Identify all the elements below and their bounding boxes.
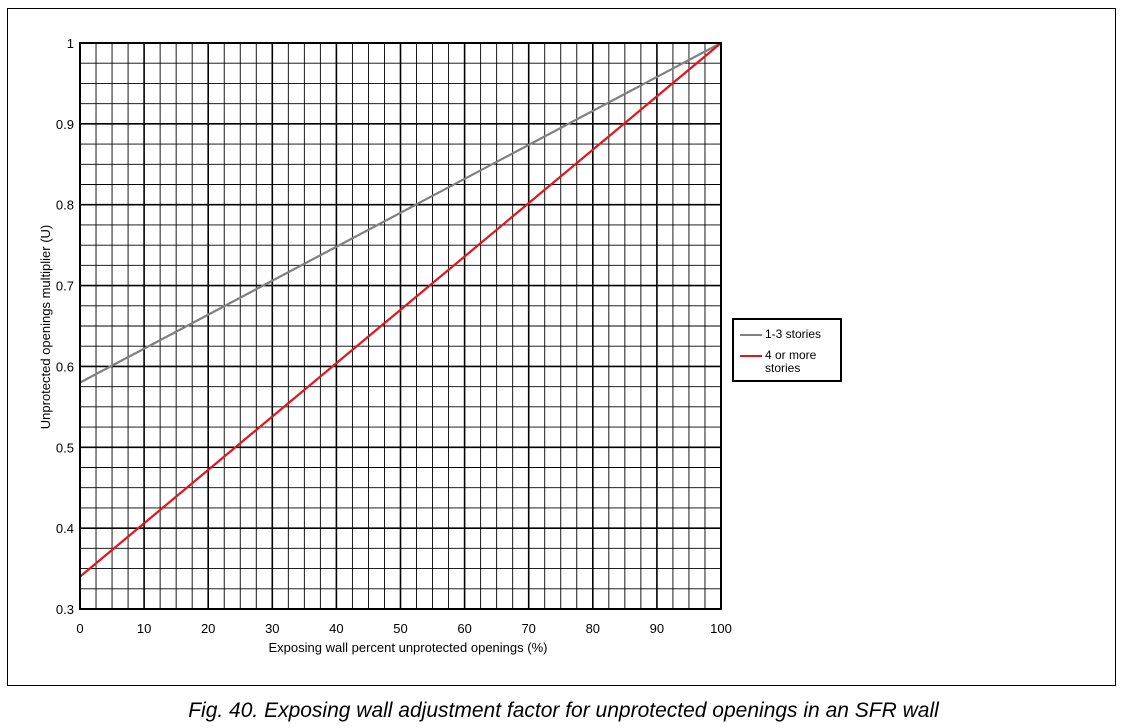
- x-tick-label: 90: [650, 621, 664, 636]
- plot-border: [79, 42, 722, 610]
- legend: 1-3 stories 4 or more stories: [732, 318, 842, 382]
- legend-item-1-3-stories: 1-3 stories: [740, 328, 835, 341]
- x-tick-label: 20: [201, 621, 215, 636]
- y-tick-label: 0.4: [56, 521, 74, 536]
- series-line-4-or-more-stories: [79, 42, 722, 578]
- y-axis-label: Unprotected openings multiplier (U): [38, 225, 53, 429]
- x-tick-label: 10: [137, 621, 151, 636]
- legend-swatch-1-3-stories: [740, 334, 762, 336]
- y-tick-label: 0.3: [56, 602, 74, 617]
- x-tick-label: 30: [265, 621, 279, 636]
- series-line-1-3-stories: [79, 42, 722, 384]
- x-tick-label: 100: [710, 621, 732, 636]
- chart: 0 10 20 30 40 50 60 70 80 90 100 0.30.40.50.60.70.…: [38, 36, 732, 655]
- y-tick-label: 0.6: [56, 359, 74, 374]
- x-axis-label: Exposing wall percent unprotected openin…: [269, 640, 548, 655]
- legend-swatch-4-or-more-stories: [740, 355, 762, 357]
- x-tick-label: 70: [521, 621, 535, 636]
- y-tick-label: 1: [67, 36, 74, 51]
- x-tick-label: 50: [393, 621, 407, 636]
- y-tick-label: 0.8: [56, 198, 74, 213]
- series-lines: [79, 42, 722, 578]
- y-tick-label: 0.7: [56, 279, 74, 294]
- x-tick-label: 40: [329, 621, 343, 636]
- y-tick-label: 0.5: [56, 440, 74, 455]
- x-tick-label: 0: [76, 621, 83, 636]
- legend-label-1-3-stories: 1-3 stories: [765, 327, 822, 341]
- y-tick-labels: 0.3 0.4 0.5 0.6 0.7 0.8 0.9 1: [56, 36, 74, 617]
- legend-label-4-or-more-stories: 4 or more stories: [765, 348, 817, 375]
- figure-caption: Fig. 40. Exposing wall adjustment factor…: [188, 699, 939, 722]
- x-tick-label: 80: [586, 621, 600, 636]
- legend-item-4-or-more-stories: 4 or more stories: [740, 349, 835, 375]
- y-tick-label: 0.9: [56, 117, 74, 132]
- x-tick-labels: 0 10 20 30 40 50 60 70 80 90 100: [76, 621, 731, 636]
- x-tick-label: 60: [457, 621, 471, 636]
